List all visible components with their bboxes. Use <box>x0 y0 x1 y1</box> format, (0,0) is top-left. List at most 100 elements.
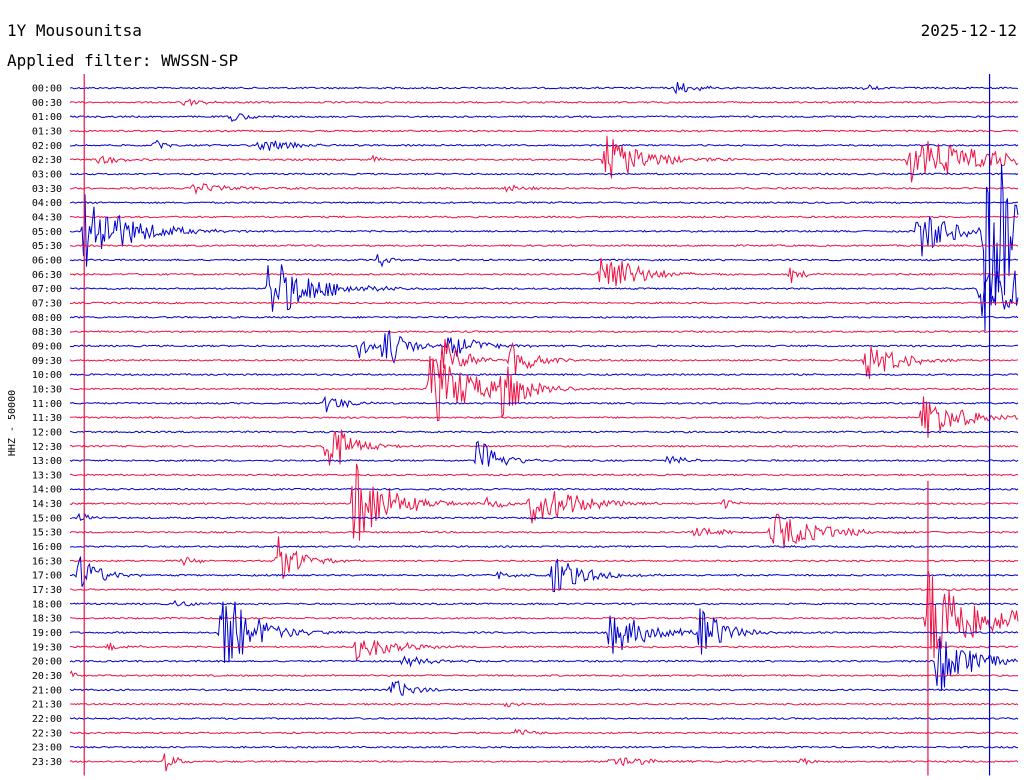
tick-label: 09:00 <box>32 341 62 352</box>
trace-row <box>69 753 1019 772</box>
trace-row <box>69 373 1019 377</box>
tick-label: 00:00 <box>32 84 62 95</box>
tick-label: 03:00 <box>32 169 62 180</box>
trace-row <box>70 745 1019 749</box>
trace-row <box>69 636 1019 691</box>
trace-row <box>69 139 1019 151</box>
tick-label: 16:30 <box>32 556 62 567</box>
trace-row <box>70 702 1019 708</box>
tick-label: 22:00 <box>32 714 62 725</box>
tick-label: 02:00 <box>32 141 62 152</box>
trace-row <box>69 640 1019 662</box>
trace-row <box>69 355 1019 422</box>
trace-row <box>69 536 1019 579</box>
tick-label: 12:00 <box>32 427 62 438</box>
tick-label: 01:30 <box>32 126 62 137</box>
trace-row <box>69 487 1019 491</box>
trace-row <box>69 473 1019 477</box>
trace-row <box>69 82 1019 95</box>
tick-label: 15:00 <box>32 513 62 524</box>
tick-label: 01:00 <box>32 112 62 123</box>
tick-label: 10:30 <box>32 384 62 395</box>
trace-row <box>69 680 1018 696</box>
tick-label: 17:00 <box>32 571 62 582</box>
trace-row <box>69 670 1019 678</box>
tick-label: 11:30 <box>32 413 62 424</box>
trace-row <box>70 183 1019 196</box>
tick-labels: 00:00 00:30 01:00 01:30 02:00 02:30 03:00 03:30… <box>32 84 62 769</box>
trace-row <box>69 463 1019 541</box>
tick-label: 17:30 <box>32 585 62 596</box>
tick-label: 11:00 <box>32 399 62 410</box>
trace-row <box>69 512 1019 521</box>
record-date: 2025-12-12 <box>921 21 1017 40</box>
trace-row <box>69 244 1019 248</box>
trace-row <box>69 172 1019 176</box>
trace-row <box>69 264 1019 317</box>
tick-label: 05:30 <box>32 241 62 252</box>
trace-row <box>69 395 1019 413</box>
tick-label: 09:30 <box>32 356 62 367</box>
tick-label: 19:00 <box>32 628 62 639</box>
tick-label: 20:30 <box>32 671 62 682</box>
tick-label: 08:30 <box>32 327 62 338</box>
filter-label: Applied filter: WWSSN-SP <box>7 51 238 70</box>
trace-row <box>69 570 1019 659</box>
tick-label: 10:00 <box>32 370 62 381</box>
tick-label: 04:30 <box>32 212 62 223</box>
tick-label: 16:00 <box>32 542 62 553</box>
tick-label: 06:00 <box>32 255 62 266</box>
tick-label: 19:30 <box>32 642 62 653</box>
trace-row <box>69 440 1019 467</box>
trace-row <box>69 601 1019 663</box>
trace-row <box>69 164 1019 332</box>
tick-label: 13:30 <box>32 470 62 481</box>
tick-label: 23:30 <box>32 757 62 768</box>
trace-row <box>69 728 1019 736</box>
tick-label: 02:30 <box>32 155 62 166</box>
trace-row <box>69 315 1019 319</box>
tick-label: 14:30 <box>32 499 62 510</box>
tick-label: 07:00 <box>32 284 62 295</box>
tick-label: 18:30 <box>32 614 62 625</box>
tick-label: 23:00 <box>32 743 62 754</box>
tick-label: 21:30 <box>32 700 62 711</box>
overlays <box>83 74 991 776</box>
trace-row <box>69 588 1018 591</box>
trace-row <box>69 599 1019 607</box>
tick-label: 14:00 <box>32 485 62 496</box>
trace-row <box>69 98 1019 107</box>
traces <box>69 82 1019 772</box>
trace-row <box>69 513 1019 549</box>
tick-label: 20:00 <box>32 657 62 668</box>
tick-label: 21:00 <box>32 685 62 696</box>
trace-row <box>69 201 1019 205</box>
tick-label: 00:30 <box>32 98 62 109</box>
trace-row <box>69 113 1019 123</box>
trace-row <box>69 429 1019 466</box>
trace-row <box>69 717 1019 720</box>
tick-label: 22:30 <box>32 728 62 739</box>
trace-row <box>69 129 1019 133</box>
tick-label: 12:30 <box>32 442 62 453</box>
trace-row <box>69 301 1019 305</box>
trace-row <box>69 396 1019 438</box>
tick-label: 06:30 <box>32 270 62 281</box>
trace-row <box>69 215 1019 219</box>
trace-row <box>69 330 1019 334</box>
trace-row <box>69 338 1019 380</box>
trace-row <box>70 556 1019 593</box>
trace-row <box>69 545 1019 549</box>
tick-label: 05:00 <box>32 227 62 238</box>
tick-label: 13:00 <box>32 456 62 467</box>
tick-label: 18:00 <box>32 599 62 610</box>
tick-label: 08:00 <box>32 313 62 324</box>
tick-label: 07:30 <box>32 298 62 309</box>
tick-label: 03:30 <box>32 184 62 195</box>
tick-label: 15:30 <box>32 528 62 539</box>
trace-row <box>69 330 1019 364</box>
trace-row <box>69 135 1019 183</box>
trace-row <box>69 430 1019 434</box>
tick-label: 04:00 <box>32 198 62 209</box>
